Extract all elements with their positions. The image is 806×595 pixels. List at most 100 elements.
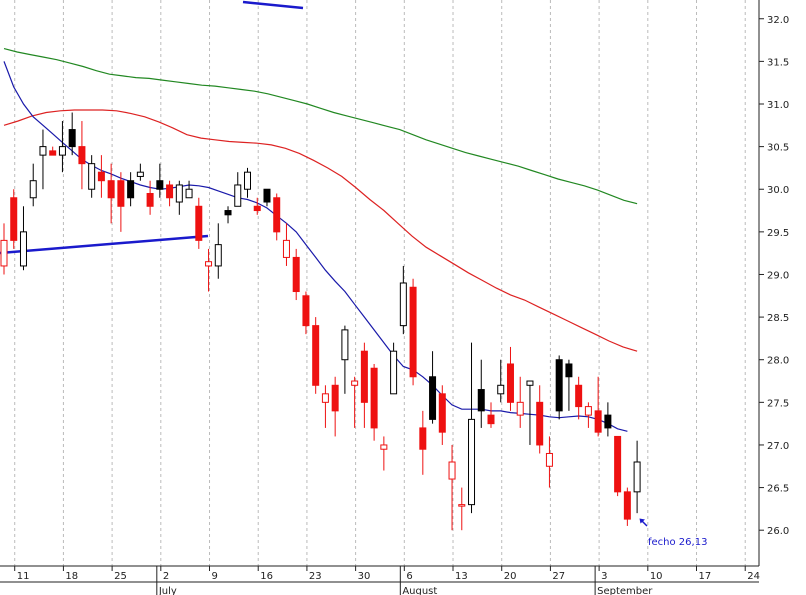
y-tick-label: 28.5	[767, 313, 789, 324]
moving-average-long-line	[3, 48, 638, 205]
candle-body	[565, 363, 573, 378]
candle	[633, 440, 641, 514]
candle-body	[390, 350, 398, 395]
candle	[516, 376, 524, 428]
candle-body	[282, 239, 290, 258]
candle	[594, 376, 602, 437]
candle	[49, 146, 57, 156]
candle	[555, 355, 563, 420]
candle-body	[156, 180, 164, 190]
x-tick-label: 13	[455, 571, 468, 582]
month-label: September	[597, 586, 653, 595]
candle-body	[224, 210, 232, 216]
candle	[0, 223, 8, 275]
x-tick-label: 20	[504, 571, 517, 582]
candle-body	[360, 350, 368, 403]
month-label: August	[402, 586, 437, 595]
candle-body	[321, 393, 329, 403]
candle	[360, 342, 368, 428]
candle-body	[29, 180, 37, 199]
candle-body	[458, 504, 466, 507]
y-axis-ticks: 26.0 26.5 27.0 27.5 28.0 28.5 29.0 29.5 30.0 30.5…	[759, 15, 789, 537]
candle-body	[623, 491, 631, 520]
candle-body	[341, 329, 349, 361]
candle	[127, 172, 135, 207]
candle	[29, 163, 37, 207]
trendline-lower	[0, 234, 209, 255]
candle-body	[448, 461, 456, 480]
candle	[614, 435, 622, 497]
candle-body	[185, 188, 193, 199]
candle	[39, 129, 47, 190]
candle-body	[536, 401, 544, 446]
x-tick-label: 25	[114, 571, 127, 582]
candle-body	[49, 150, 57, 156]
candle-body	[78, 146, 86, 165]
x-tick-label: 27	[552, 571, 565, 582]
candle	[88, 155, 96, 198]
candle	[341, 325, 349, 394]
candle-body	[244, 171, 251, 190]
candle	[117, 172, 125, 232]
candle	[409, 278, 417, 386]
candle	[331, 376, 339, 437]
month-label: July	[158, 586, 177, 595]
candle-body	[614, 435, 622, 493]
candle-body	[370, 367, 378, 429]
candle	[458, 487, 466, 531]
candles	[0, 112, 641, 531]
candle	[156, 163, 164, 198]
x-tick-label: 16	[260, 571, 273, 582]
candle-body	[58, 146, 66, 156]
candle	[390, 342, 398, 395]
candle-body	[497, 384, 505, 395]
y-tick-label: 28.0	[767, 356, 789, 367]
x-axis-ticks: 11 18 25 2 9 16 23 30 6 13 20 27 3 10 17 24	[14, 566, 760, 582]
candle	[497, 359, 505, 403]
candle-body	[409, 286, 417, 378]
candle	[487, 402, 495, 428]
candle-body	[331, 384, 339, 412]
candle-body	[429, 376, 437, 420]
candle	[565, 359, 573, 411]
candle	[399, 265, 407, 335]
candle	[195, 197, 203, 249]
candle	[312, 317, 320, 394]
y-tick-label: 27.5	[767, 398, 789, 409]
candle-body	[380, 444, 388, 450]
x-tick-label: 6	[406, 571, 412, 582]
candle	[584, 402, 592, 428]
candle-body	[263, 188, 271, 203]
candle-body	[292, 256, 300, 293]
annotation-label: fecho 26,13	[648, 537, 707, 548]
candle	[604, 402, 612, 437]
candle	[146, 180, 154, 215]
candle-body	[0, 239, 8, 267]
trendlines	[0, 0, 304, 255]
y-tick-label: 30.5	[767, 143, 789, 154]
month-labels: July August September	[156, 566, 653, 595]
candle-body	[351, 380, 359, 386]
candle-body	[604, 414, 612, 429]
candle-body	[127, 180, 135, 199]
candle	[292, 248, 300, 301]
candle	[136, 163, 144, 181]
candle-body	[10, 197, 18, 241]
candle-body	[594, 410, 602, 433]
candle	[185, 180, 193, 199]
candle-body	[438, 393, 446, 433]
candle	[97, 155, 105, 198]
candle-body	[555, 359, 563, 412]
candle	[380, 436, 388, 471]
candle-body	[253, 205, 261, 212]
candle	[224, 206, 232, 224]
candle-body	[633, 461, 641, 493]
candle-body	[166, 184, 174, 199]
candle	[107, 163, 115, 224]
candle-body	[19, 231, 27, 267]
axes	[0, 0, 760, 583]
candle	[468, 342, 476, 514]
candle	[263, 188, 271, 207]
candle	[448, 444, 456, 531]
